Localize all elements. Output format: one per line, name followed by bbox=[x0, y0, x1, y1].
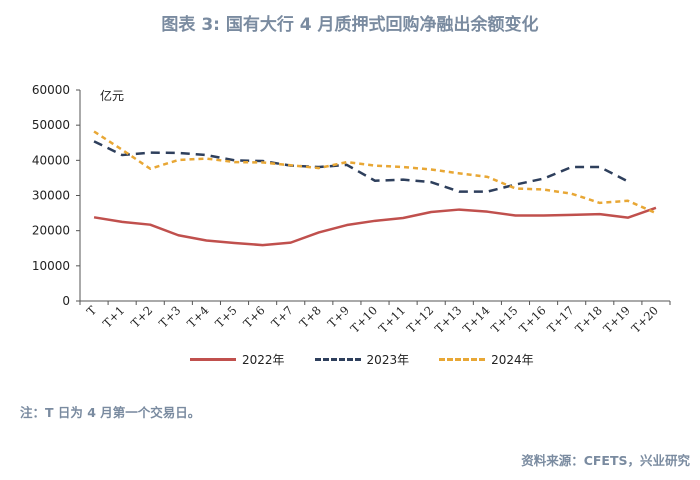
x-tick-label: T+6 bbox=[240, 303, 267, 330]
x-tick-label: T+1 bbox=[100, 303, 127, 330]
legend-swatch-2024 bbox=[439, 358, 486, 361]
x-tick-label: T+18 bbox=[572, 303, 604, 335]
y-tick-label: 0 bbox=[62, 294, 70, 308]
x-tick-label: T+7 bbox=[269, 303, 296, 330]
series-line-2023年 bbox=[93, 140, 629, 193]
legend: 2022年 2023年 2024年 bbox=[190, 351, 564, 368]
y-tick-label: 20000 bbox=[32, 224, 70, 238]
legend-item-2024: 2024年 bbox=[439, 351, 534, 368]
legend-swatch-2022 bbox=[190, 358, 236, 361]
chart-source: 资料来源：CFETS，兴业研究 bbox=[521, 453, 690, 468]
legend-label-2023: 2023年 bbox=[366, 353, 410, 367]
y-tick-label: 30000 bbox=[32, 189, 70, 203]
x-tick-label: T+14 bbox=[460, 303, 492, 335]
legend-item-2023: 2023年 bbox=[314, 351, 410, 368]
chart-note: 注：T 日为 4 月第一个交易日。 bbox=[20, 405, 201, 420]
y-tick-label: 40000 bbox=[32, 153, 70, 167]
x-tick-label: T+20 bbox=[629, 303, 661, 335]
y-tick-label: 50000 bbox=[32, 118, 70, 132]
y-tick-label: 10000 bbox=[32, 259, 70, 273]
legend-swatch-2023 bbox=[314, 358, 361, 361]
x-tick-label: T+17 bbox=[544, 303, 576, 335]
x-tick-label: T+10 bbox=[348, 303, 380, 335]
x-tick-label: T+16 bbox=[516, 303, 548, 335]
series-line-2024年 bbox=[93, 130, 657, 215]
legend-label-2024: 2024年 bbox=[491, 353, 534, 367]
legend-label-2022: 2022年 bbox=[242, 353, 285, 367]
x-tick-label: T+15 bbox=[488, 303, 520, 335]
x-tick-label: T+11 bbox=[376, 303, 408, 335]
x-tick-label: T bbox=[84, 303, 100, 319]
x-tick-label: T+13 bbox=[432, 303, 464, 335]
x-tick-label: T+2 bbox=[128, 303, 155, 330]
x-tick-label: T+3 bbox=[156, 303, 183, 330]
x-tick-label: T+19 bbox=[600, 303, 632, 335]
chart-title: 图表 3: 国有大行 4 月质押式回购净融出余额变化 bbox=[161, 15, 539, 35]
y-tick-label: 60000 bbox=[32, 83, 70, 97]
x-tick-label: T+4 bbox=[184, 303, 211, 330]
y-unit-label: 亿元 bbox=[100, 88, 124, 103]
series-line-2022年 bbox=[93, 206, 657, 247]
legend-item-2022: 2022年 bbox=[190, 351, 285, 368]
x-tick-label: T+12 bbox=[404, 303, 436, 335]
x-tick-label: T+8 bbox=[297, 303, 324, 330]
x-tick-label: T+5 bbox=[212, 303, 239, 330]
